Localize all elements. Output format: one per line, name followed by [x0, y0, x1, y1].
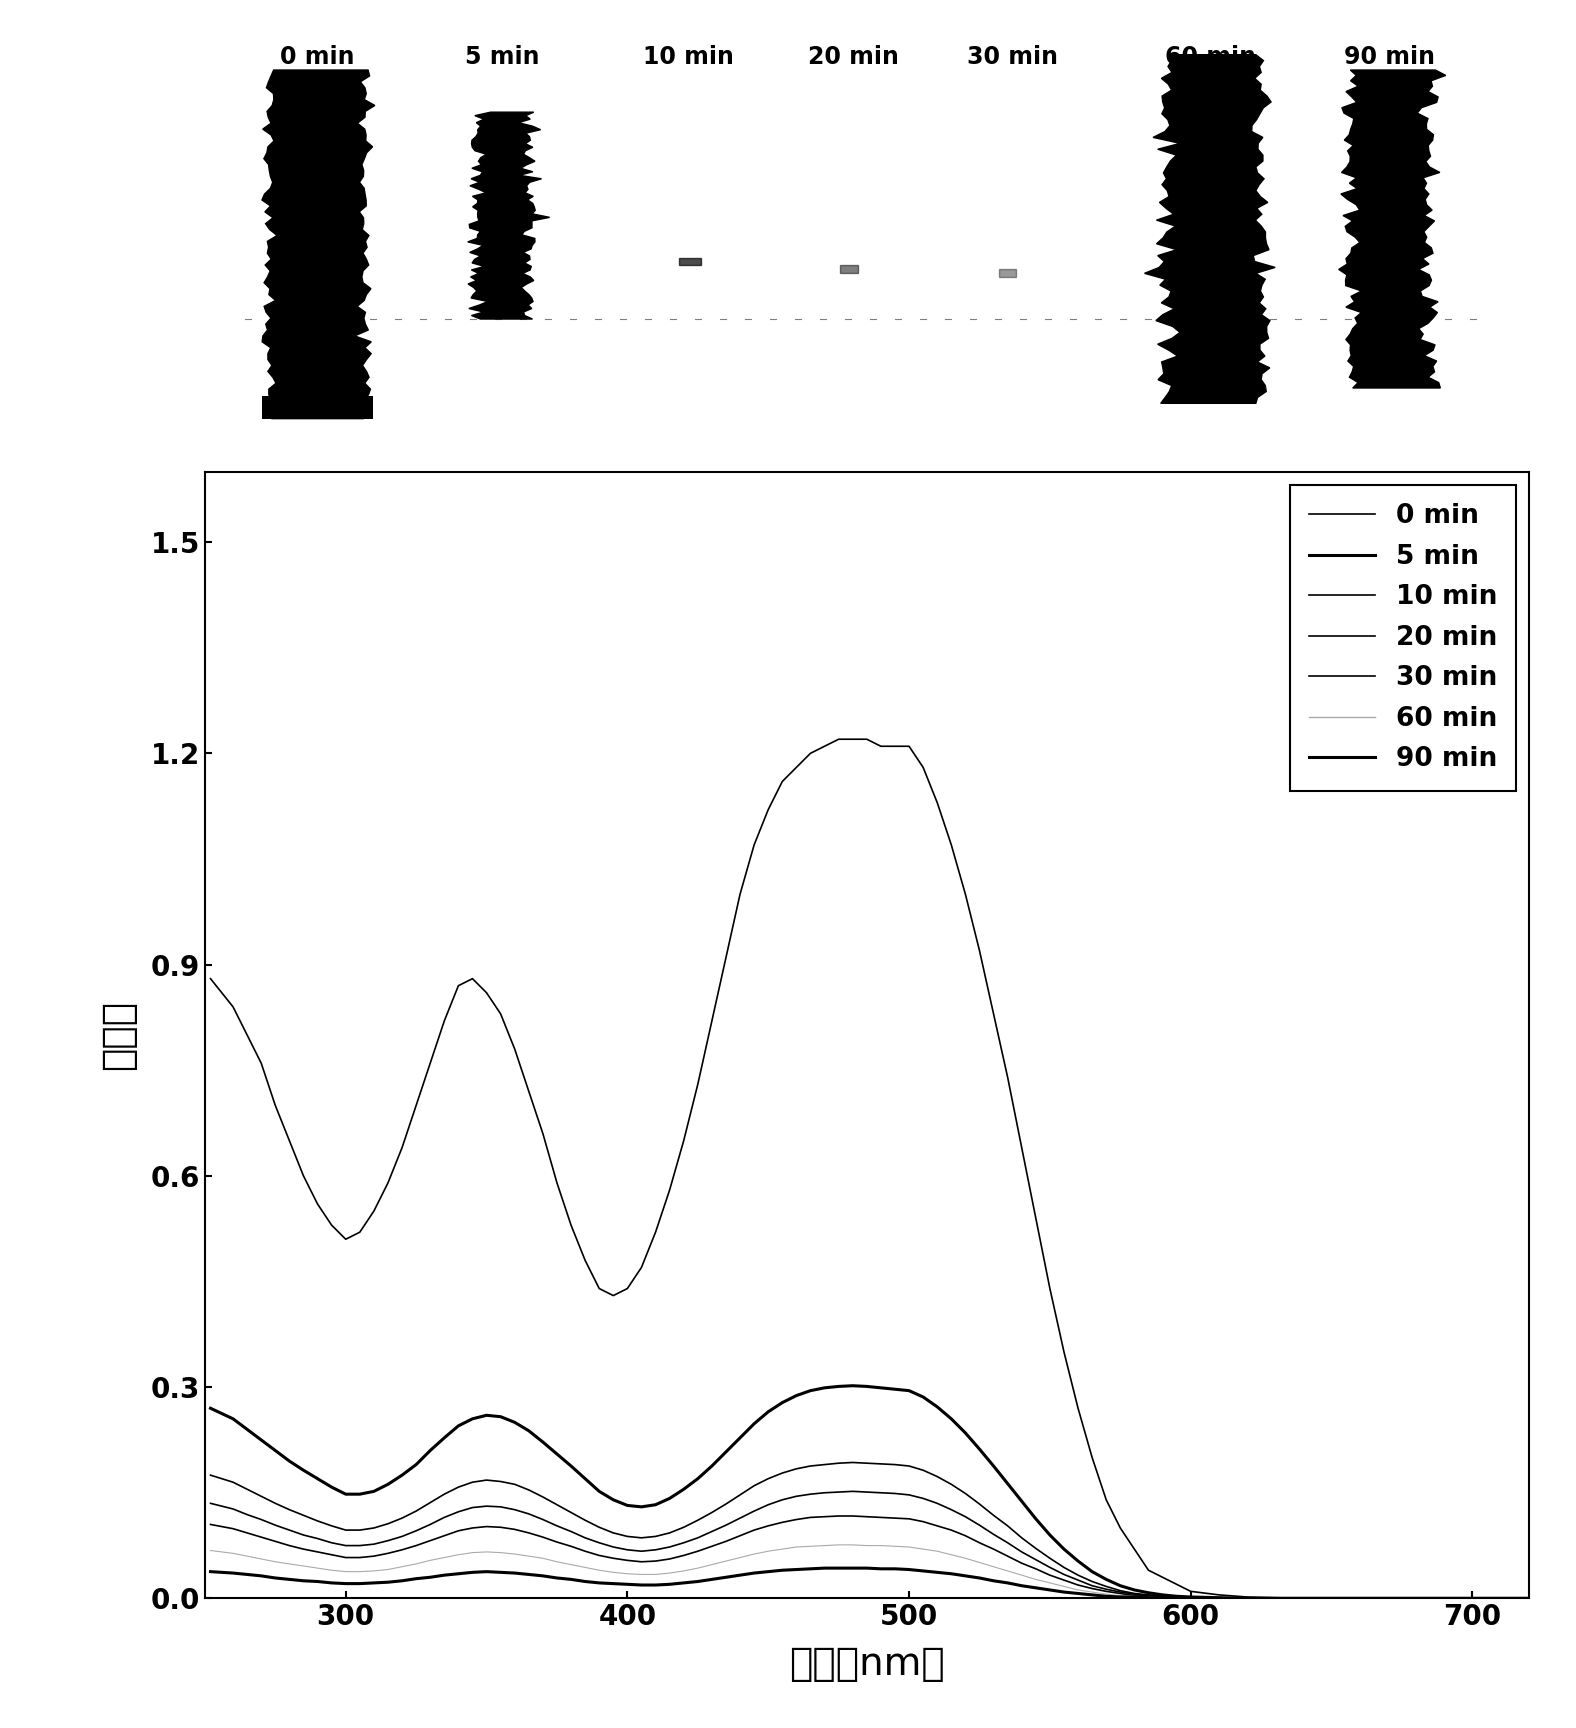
Text: 0 min: 0 min: [281, 45, 355, 69]
Polygon shape: [1338, 71, 1445, 389]
Polygon shape: [468, 112, 550, 320]
X-axis label: 波长（nm）: 波长（nm）: [790, 1645, 944, 1683]
Text: 90 min: 90 min: [1344, 45, 1436, 69]
Polygon shape: [262, 71, 375, 418]
Polygon shape: [840, 266, 857, 273]
Polygon shape: [1144, 55, 1275, 403]
Text: 60 min: 60 min: [1166, 45, 1256, 69]
Polygon shape: [679, 257, 701, 266]
Text: 20 min: 20 min: [808, 45, 898, 69]
Bar: [262, 396, 374, 418]
Legend: 0 min, 5 min, 10 min, 20 min, 30 min, 60 min, 90 min: 0 min, 5 min, 10 min, 20 min, 30 min, 60…: [1291, 486, 1516, 791]
Text: 5 min: 5 min: [465, 45, 541, 69]
Polygon shape: [999, 270, 1017, 276]
Text: 10 min: 10 min: [643, 45, 733, 69]
Y-axis label: 吸光度: 吸光度: [99, 1001, 137, 1070]
Text: 30 min: 30 min: [968, 45, 1057, 69]
